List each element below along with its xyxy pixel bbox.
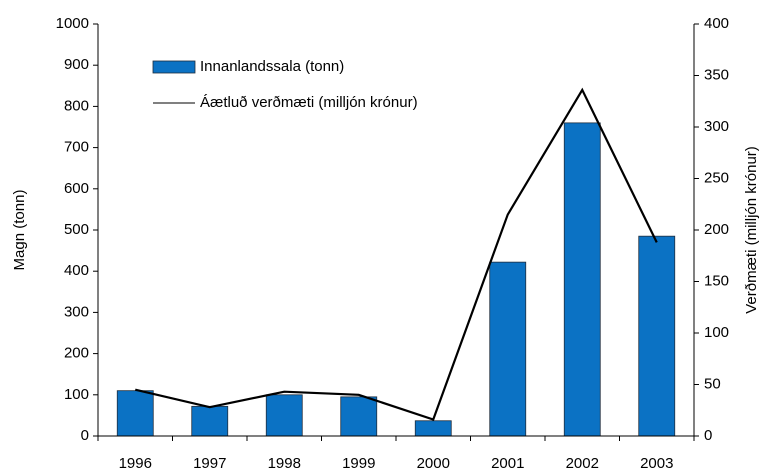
bar <box>191 405 229 437</box>
y2-tick-label: 50 <box>704 375 721 392</box>
x-tick-label: 2002 <box>566 455 599 472</box>
legend-label: Áætluð verðmæti (milljón krónur) <box>200 94 418 111</box>
x-tick-label: 2000 <box>417 455 450 472</box>
y2-tick-label: 0 <box>704 427 712 444</box>
bar <box>489 261 527 437</box>
legend-swatch <box>152 60 196 74</box>
y-tick-label: 400 <box>64 262 89 279</box>
y-tick-label: 300 <box>64 303 89 320</box>
y-tick-label: 100 <box>64 386 89 403</box>
line <box>134 87 658 421</box>
bar <box>563 122 601 437</box>
x-tick-label: 1997 <box>193 455 226 472</box>
x-tick-label: 1999 <box>342 455 375 472</box>
x-tick-label: 1998 <box>268 455 301 472</box>
y-tick-label: 700 <box>64 139 89 156</box>
y-tick-label: 900 <box>64 56 89 73</box>
y-axis-title: Magn (tonn) <box>11 190 28 271</box>
bar <box>340 396 378 437</box>
y2-tick-label: 250 <box>704 169 729 186</box>
y-tick-label: 0 <box>81 427 89 444</box>
y-tick-label: 200 <box>64 345 89 362</box>
bar <box>265 394 303 437</box>
bar <box>638 235 676 437</box>
y-tick-label: 500 <box>64 221 89 238</box>
y2-tick-label: 150 <box>704 272 729 289</box>
y2-tick-label: 300 <box>704 118 729 135</box>
y-tick-label: 600 <box>64 180 89 197</box>
x-tick-label: 2001 <box>491 455 524 472</box>
y2-tick-label: 400 <box>704 15 729 32</box>
x-tick-label: 1996 <box>119 455 152 472</box>
y2-axis-title: Verðmæti (milljón krónur) <box>743 146 760 314</box>
y2-tick-label: 350 <box>704 66 729 83</box>
y-tick-label: 800 <box>64 97 89 114</box>
y2-tick-label: 200 <box>704 221 729 238</box>
y-tick-label: 1000 <box>56 15 89 32</box>
x-tick-label: 2003 <box>640 455 673 472</box>
bar <box>116 390 154 437</box>
y2-tick-label: 100 <box>704 324 729 341</box>
legend-label: Innanlandssala (tonn) <box>200 58 344 75</box>
bar <box>414 420 452 437</box>
